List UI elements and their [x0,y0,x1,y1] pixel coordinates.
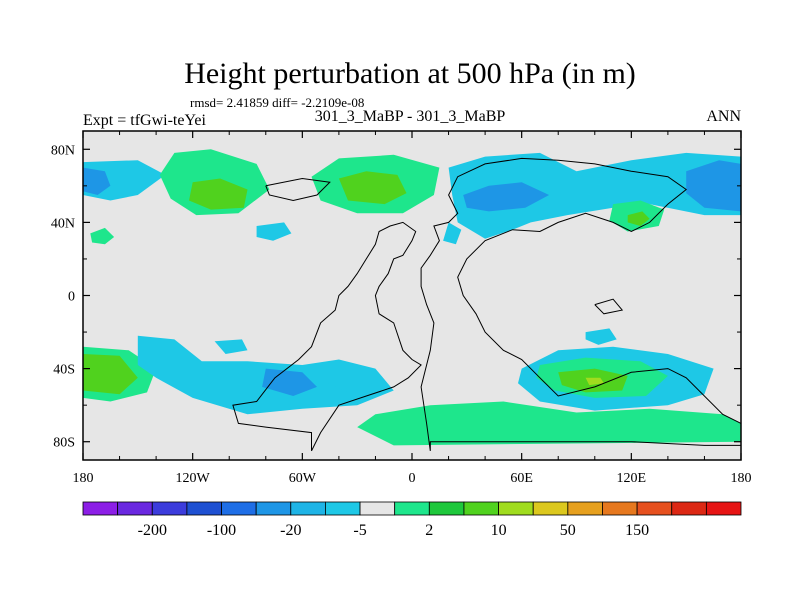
colorbar-swatch [394,501,430,516]
x-tick-label: 0 [409,471,416,486]
contour-cyan-mid-south [214,339,248,354]
contour-cyan-atlantic [256,222,292,241]
colorbar-swatch [221,501,257,516]
colorbar-swatch [705,501,742,516]
coastline-continent-west [232,221,422,452]
colorbar-swatch [151,501,188,516]
colorbar-swatch [671,501,707,516]
x-tick-label: 180 [731,471,752,486]
colorbar-label: 2 [425,522,433,539]
colorbar-swatch [359,501,396,516]
colorbar: -200 -100 -20 -5 2 10 50 150 [82,501,742,539]
y-axis: 80N 40N 0 40S 80S [51,143,741,451]
colorbar-swatch [255,501,292,516]
coastline-continent-east [420,157,742,451]
contour-cyan-south-atlantic [324,365,372,393]
x-tick-label: 60W [289,471,317,486]
x-tick-label: 120E [617,471,647,486]
colorbar-swatch [117,501,153,516]
colorbar-swatch [325,501,361,516]
comparison-label: 301_3_MaBP - 301_3_MaBP [315,108,506,125]
contour-cyan-eurasia-dip [443,222,462,245]
x-tick-label: 120W [176,471,211,486]
y-tick-label: 40S [53,363,75,378]
contour-cyan-north-band [448,152,741,239]
y-tick-label: 80S [53,436,75,451]
colorbar-swatch [428,501,465,516]
coastline-island-north [265,177,331,202]
x-axis: 180 120W 60W 0 60E 120E 180 [73,131,752,486]
colorbar-swatch [290,501,326,516]
colorbar-swatch [82,501,119,516]
rmsd-diff-label: rmsd= 2.41859 diff= -2.2109e-08 [190,95,364,110]
chart-title: Height perturbation at 500 hPa (in m) [184,57,636,90]
colorbar-swatch [602,501,638,516]
contour-blue-north-band [463,182,550,212]
contour-yellow-south-indian [585,377,604,386]
contour-green-small-west [90,227,115,245]
colorbar-swatch [532,501,569,516]
colorbar-label: -20 [280,522,301,539]
contour-green-small-northeast [627,211,650,226]
contour-blue-northeast [686,160,741,212]
contour-layer [83,149,741,446]
contour-green-north-america-core [338,171,407,205]
expt-label: Expt = tfGwi-teYei [83,112,207,129]
contour-blue-southwest [262,368,317,396]
plot-area [82,130,742,461]
colorbar-label: -200 [138,522,167,539]
contour-green-southwest-core [83,354,138,395]
y-tick-label: 80N [51,143,75,158]
contour-cyan-southeast-small [585,328,617,345]
y-tick-label: 40N [51,216,75,231]
contour-green-north-pacific-core [189,178,248,210]
contour-blue-northwest [83,167,111,195]
coastline-layer [232,157,742,452]
y-tick-label: 0 [68,290,75,305]
x-tick-label: 60E [510,471,533,486]
colorbar-swatch [567,501,603,516]
colorbar-label: -5 [353,522,366,539]
colorbar-label: 10 [491,522,507,539]
x-tick-label: 180 [73,471,94,486]
colorbar-swatch [463,501,499,516]
contour-green-south-indian [357,401,741,446]
season-label: ANN [706,108,741,125]
colorbar-label: -100 [207,522,236,539]
colorbar-label: 150 [625,522,649,539]
colorbar-swatch [636,501,673,516]
colorbar-label: 50 [560,522,576,539]
colorbar-swatch [498,501,534,516]
colorbar-swatch [186,501,222,516]
coastline-island-southeast [594,298,624,315]
